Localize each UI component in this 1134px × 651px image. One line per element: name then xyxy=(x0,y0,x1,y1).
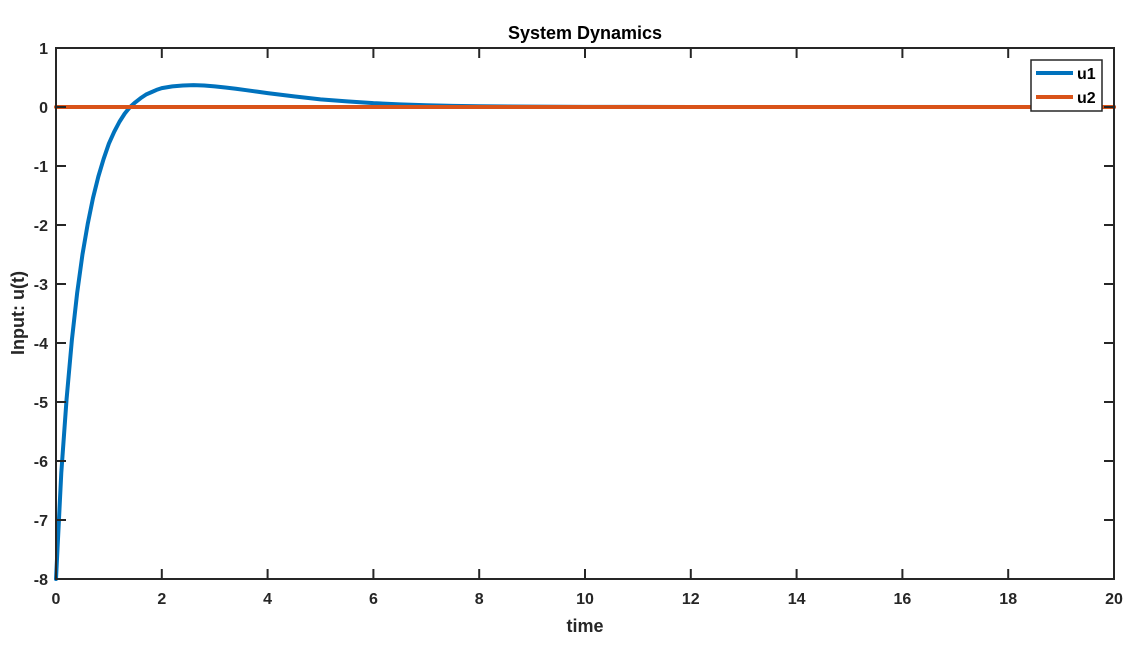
legend-box xyxy=(1030,59,1103,112)
x-axis-label: time xyxy=(566,616,603,636)
x-tick-label: 12 xyxy=(682,591,700,608)
legend-label-u1: u1 xyxy=(1077,66,1096,83)
x-tick-label: 8 xyxy=(475,591,484,608)
y-tick-label: 0 xyxy=(39,100,48,117)
x-tick-label: 16 xyxy=(894,591,912,608)
y-tick-label: -1 xyxy=(34,159,48,176)
x-tick-label: 2 xyxy=(157,591,166,608)
y-tick-label: -7 xyxy=(34,513,48,530)
ticks-layer: 0 2 4 6 8 10 12 14 16 18 20 -8 -7 -6 -5 -4 -3 -2 -1 0 1 xyxy=(34,41,1123,608)
x-tick-label: 10 xyxy=(576,591,594,608)
x-tick-label: 0 xyxy=(52,591,61,608)
x-tick-label: 4 xyxy=(263,591,272,608)
plot-background xyxy=(56,48,1114,579)
x-tick-label: 20 xyxy=(1105,591,1123,608)
legend-label-u2: u2 xyxy=(1077,90,1096,107)
plot-area xyxy=(56,48,1114,579)
series-layer xyxy=(54,83,1116,581)
x-tick-label: 18 xyxy=(999,591,1017,608)
axes-box xyxy=(55,47,1115,580)
x-tick-label: 14 xyxy=(788,591,806,608)
y-tick-label: -5 xyxy=(34,395,48,412)
y-tick-label: -4 xyxy=(34,336,48,353)
chart-title: System Dynamics xyxy=(508,23,662,43)
y-tick-label: 1 xyxy=(39,41,48,58)
y-tick-label: -3 xyxy=(34,277,48,294)
y-tick-label: -2 xyxy=(34,218,48,235)
y-tick-label: -8 xyxy=(34,572,48,589)
y-axis-label: Input: u(t) xyxy=(8,271,28,355)
x-tick-label: 6 xyxy=(369,591,378,608)
legend: u1 u2 xyxy=(1030,59,1103,112)
y-tick-label: -6 xyxy=(34,454,48,471)
